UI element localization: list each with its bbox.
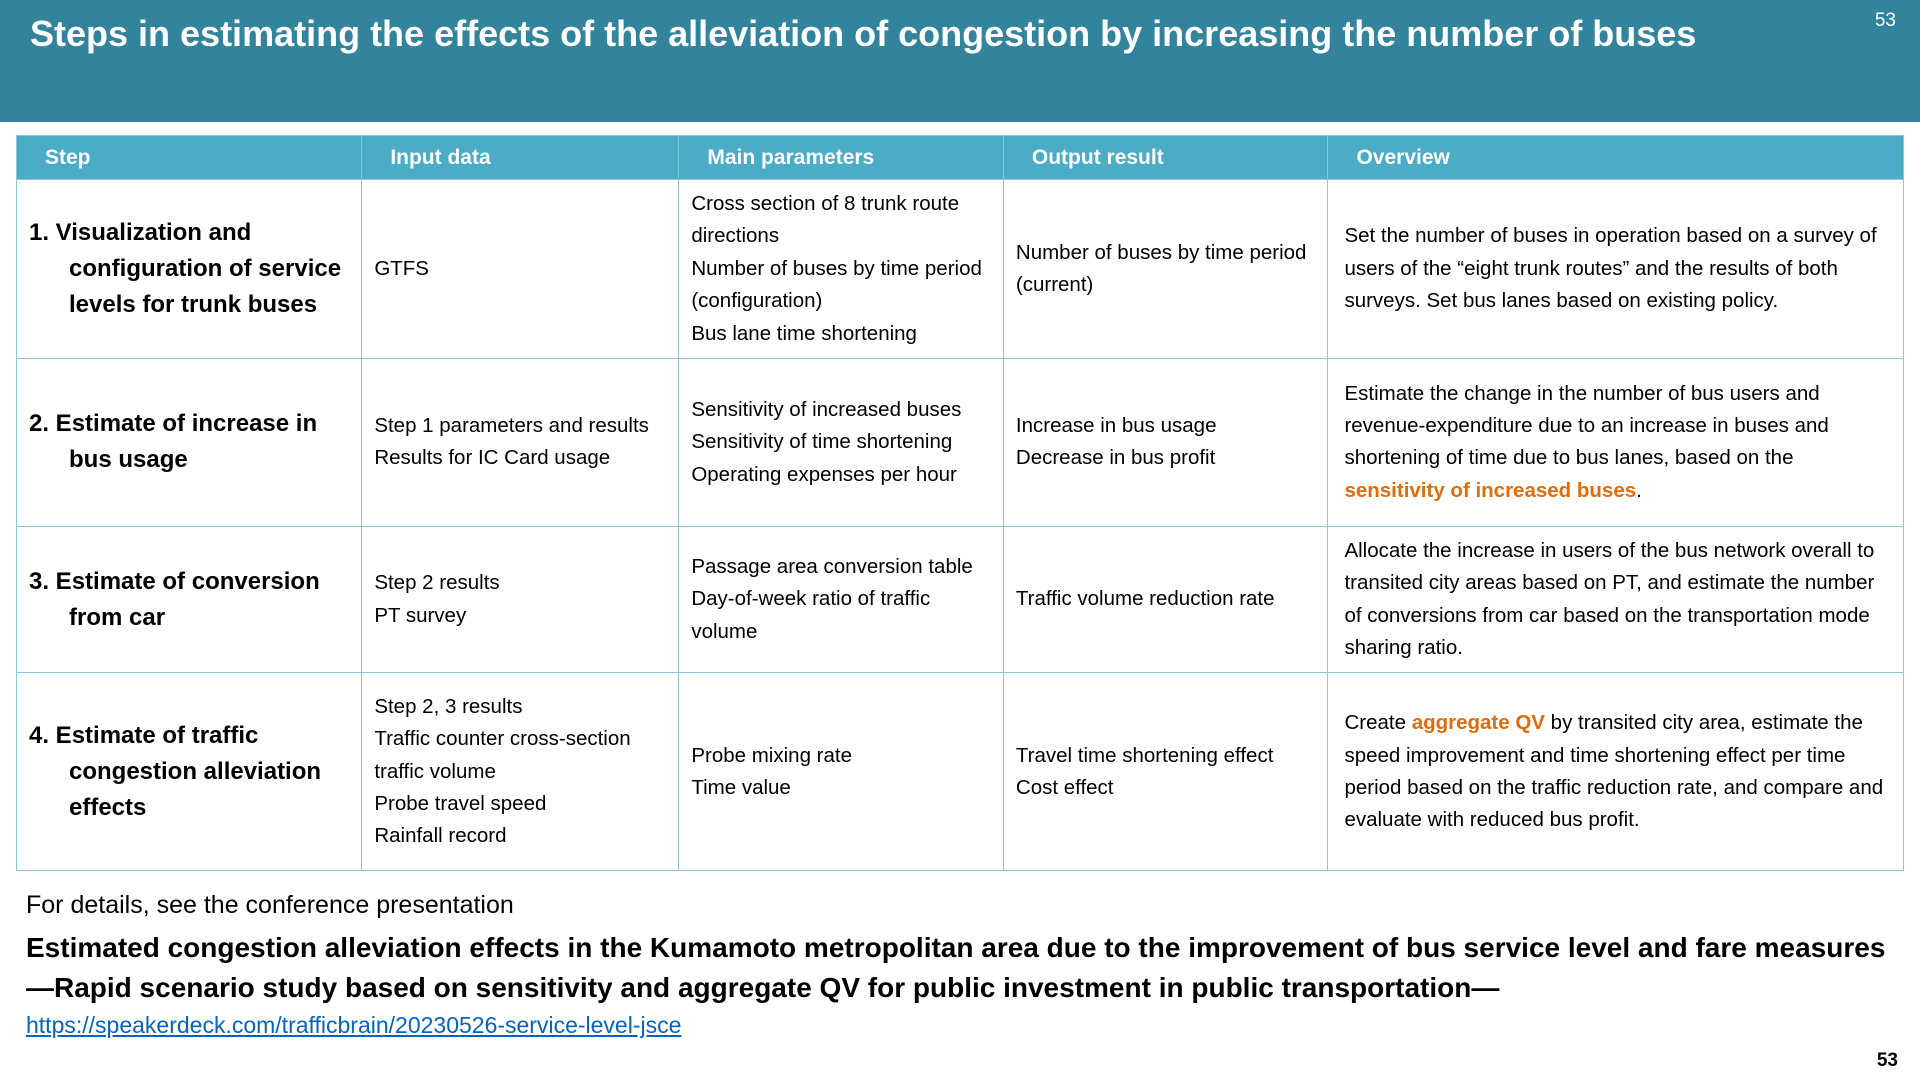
steps-table-container: Step Input data Main parameters Output r… <box>15 135 1904 872</box>
cell-main-parameters: Cross section of 8 trunk route direction… <box>678 179 1004 359</box>
cell-main-parameters: Sensitivity of increased buses Sensitivi… <box>678 357 1004 527</box>
cell-input-data: Step 2, 3 results Traffic counter cross-… <box>361 672 680 872</box>
footer: For details, see the conference presenta… <box>0 871 1920 1039</box>
cell-main-parameters: Passage area conversion table Day-of-wee… <box>678 525 1004 674</box>
cell-input-data: Step 1 parameters and results Results fo… <box>361 357 680 527</box>
cell-output-result: Increase in bus usage Decrease in bus pr… <box>1002 357 1329 527</box>
column-header-step: Step <box>15 135 363 180</box>
cell-overview: Allocate the increase in users of the bu… <box>1327 525 1904 674</box>
overview-highlight: sensitivity of increased buses <box>1344 478 1637 502</box>
cell-output-result: Travel time shortening effect Cost effec… <box>1002 672 1329 872</box>
column-header-main-parameters: Main parameters <box>678 135 1004 180</box>
cell-step: 3. Estimate of conversion from car <box>15 525 363 674</box>
steps-table: Step Input data Main parameters Output r… <box>15 135 1904 872</box>
overview-highlight: aggregate QV <box>1411 711 1545 735</box>
page-number-bottom: 53 <box>1876 1050 1898 1071</box>
cell-output-result: Number of buses by time period (current) <box>1002 179 1329 359</box>
overview-text: Set the number of buses in operation bas… <box>1344 224 1877 313</box>
cell-step: 4. Estimate of traffic congestion allevi… <box>15 672 363 872</box>
cell-output-result: Traffic volume reduction rate <box>1002 525 1329 674</box>
title-bar: Steps in estimating the effects of the a… <box>0 0 1920 122</box>
cell-input-data: GTFS <box>361 179 680 359</box>
footer-presentation-subtitle: —Rapid scenario study based on sensitivi… <box>26 972 1500 1004</box>
cell-main-parameters: Probe mixing rate Time value <box>678 672 1004 872</box>
conference-link[interactable]: https://speakerdeck.com/trafficbrain/202… <box>26 1011 682 1038</box>
table-row: 1. Visualization and configuration of se… <box>15 179 1904 359</box>
cell-input-data: Step 2 results PT survey <box>361 525 680 674</box>
table-row: 2. Estimate of increase in bus usage Ste… <box>15 357 1904 527</box>
cell-step: 2. Estimate of increase in bus usage <box>15 357 363 527</box>
overview-text: Allocate the increase in users of the bu… <box>1344 538 1875 659</box>
footer-presentation-title: Estimated congestion alleviation effects… <box>26 932 1886 964</box>
table-row: 4. Estimate of traffic congestion allevi… <box>15 672 1904 872</box>
table-header-row: Step Input data Main parameters Output r… <box>15 135 1904 180</box>
cell-overview: Create aggregate QV by transited city ar… <box>1327 672 1904 872</box>
column-header-overview: Overview <box>1327 135 1904 180</box>
table-row: 3. Estimate of conversion from car Step … <box>15 525 1904 674</box>
overview-text: . <box>1636 478 1642 502</box>
overview-text: Create <box>1344 711 1412 735</box>
cell-overview: Set the number of buses in operation bas… <box>1327 179 1904 359</box>
page-title: Steps in estimating the effects of the a… <box>30 13 1697 54</box>
column-header-output-result: Output result <box>1002 135 1329 180</box>
cell-overview: Estimate the change in the number of bus… <box>1327 357 1904 527</box>
page-number-top: 53 <box>1874 10 1896 31</box>
overview-text: by transited city area, estimate the spe… <box>1344 711 1884 832</box>
footer-note: For details, see the conference presenta… <box>26 891 514 920</box>
column-header-input-data: Input data <box>361 135 680 180</box>
cell-step: 1. Visualization and configuration of se… <box>15 179 363 359</box>
overview-text: Estimate the change in the number of bus… <box>1344 381 1829 470</box>
